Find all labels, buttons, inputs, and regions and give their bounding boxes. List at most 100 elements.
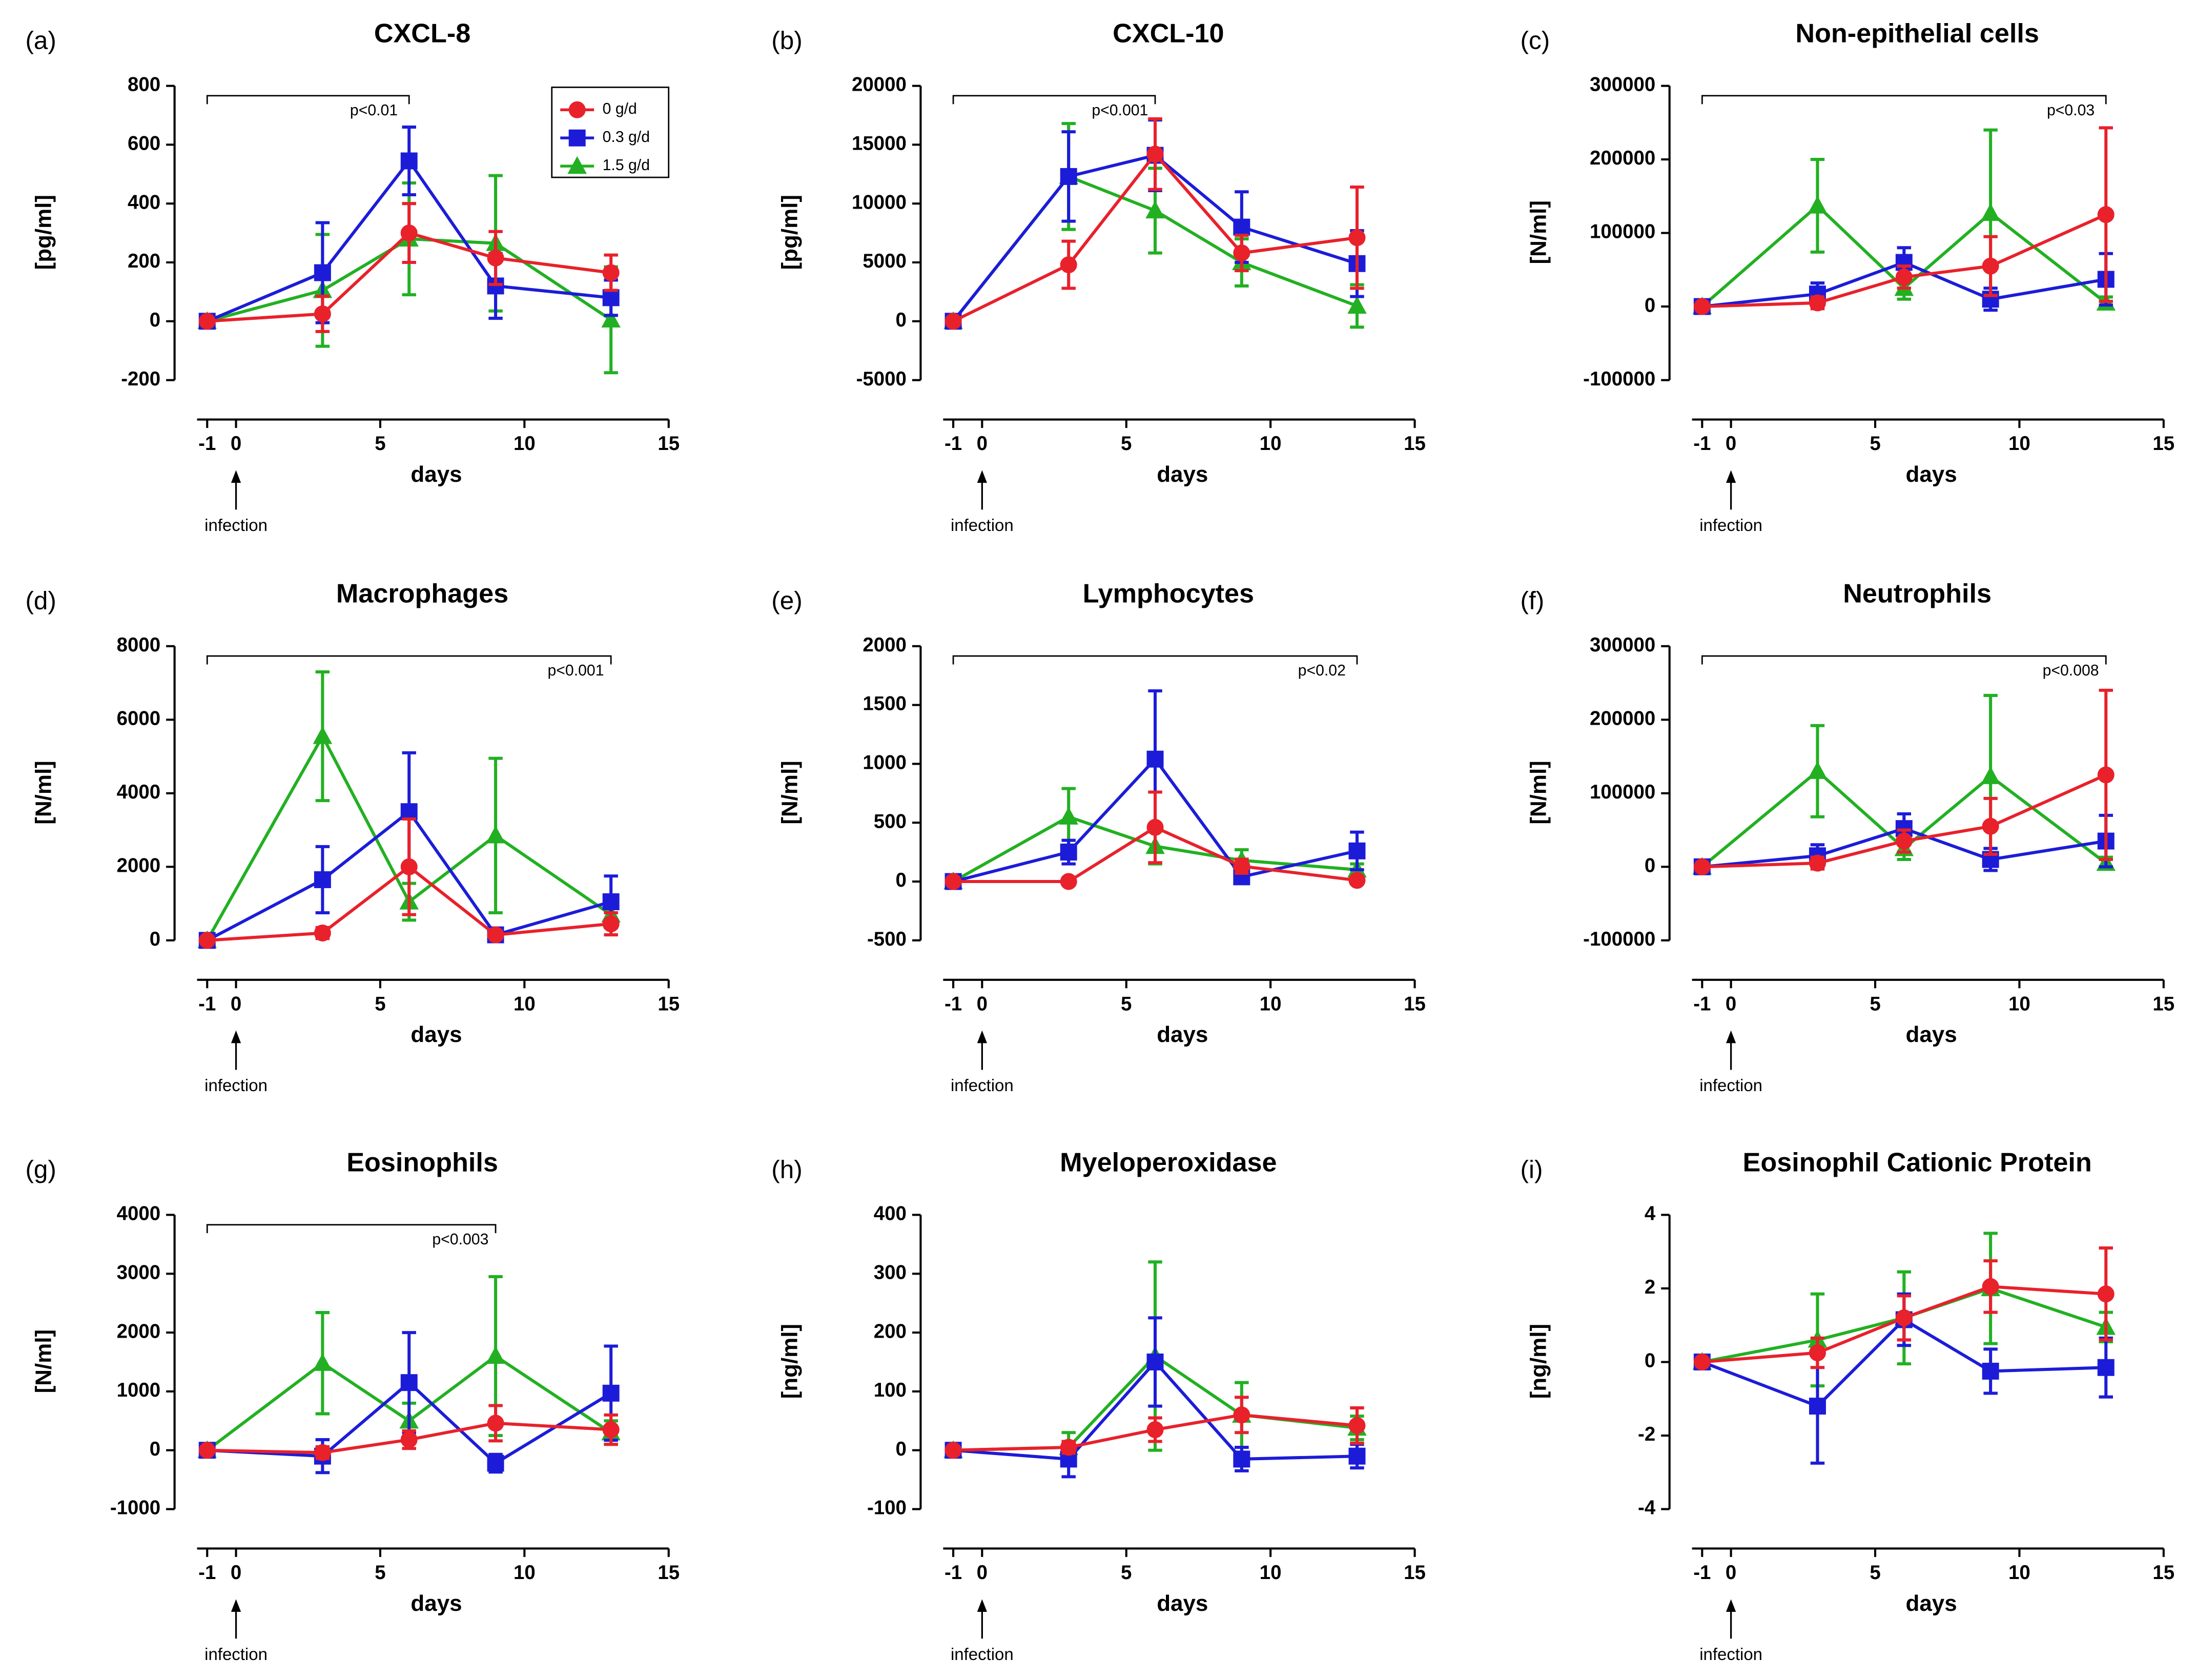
marker: [400, 1374, 418, 1391]
marker: [1060, 1439, 1077, 1456]
marker: [602, 1421, 620, 1439]
chart-title: CXCL-10: [1113, 18, 1224, 48]
panel-label: (b): [771, 26, 802, 54]
x-tick-label: -1: [945, 433, 962, 455]
y-axis-label: [N/ml]: [31, 761, 56, 824]
y-axis-label: [pg/ml]: [31, 195, 56, 270]
arrow-head: [1726, 1030, 1736, 1043]
y-tick-label: -5000: [856, 368, 907, 390]
y-tick-label: 300: [874, 1261, 907, 1283]
x-tick-label: 0: [977, 433, 988, 455]
marker: [1981, 766, 2000, 784]
p-value: p<0.02: [1298, 662, 1346, 679]
p-value: p<0.008: [2043, 662, 2099, 679]
legend-marker: [568, 101, 586, 118]
x-axis-label: days: [1906, 1022, 1957, 1047]
x-tick-label: 10: [514, 993, 536, 1015]
chart-title: Lymphocytes: [1083, 579, 1254, 609]
y-tick-label: 100000: [1590, 221, 1655, 243]
marker: [487, 1454, 504, 1472]
marker: [1233, 218, 1250, 236]
marker: [1982, 257, 1999, 275]
x-tick-label: 15: [2152, 1562, 2174, 1584]
x-tick-label: 0: [231, 993, 241, 1015]
x-tick-label: 0: [1726, 433, 1736, 455]
x-tick-label: 0: [977, 1562, 988, 1584]
y-tick-label: 0: [1645, 854, 1655, 876]
marker: [1693, 858, 1711, 875]
marker: [1693, 1354, 1711, 1370]
y-tick-label: 0: [150, 928, 160, 950]
marker: [2097, 766, 2115, 784]
significance-bracket: [206, 1224, 497, 1234]
x-tick-label: 5: [1870, 993, 1880, 1015]
significance-bracket: [1701, 95, 2107, 105]
x-axis-label: days: [411, 1591, 462, 1616]
marker: [400, 803, 418, 821]
annotation: infection: [1699, 1076, 1762, 1095]
panel: (h) Myeloperoxidase[ng/ml]-10001002003004…: [771, 1148, 1426, 1664]
panel-label: (g): [25, 1155, 56, 1183]
marker: [1060, 168, 1077, 185]
significance-bracket: [952, 655, 1358, 665]
chart-title: Eosinophil Cationic Protein: [1743, 1148, 2092, 1177]
y-tick-label: -500: [867, 928, 907, 950]
marker: [1059, 807, 1078, 825]
marker: [1233, 857, 1250, 875]
y-tick-label: -100000: [1583, 928, 1655, 950]
x-tick-label: 0: [231, 1562, 241, 1584]
x-tick-label: 0: [1726, 1562, 1736, 1584]
marker: [198, 1442, 216, 1459]
y-tick-label: 200000: [1590, 707, 1655, 729]
x-axis-label: days: [1157, 1022, 1208, 1047]
marker: [1809, 294, 1826, 312]
panel-label: (c): [1521, 26, 1550, 54]
chart-title: Non-epithelial cells: [1795, 18, 2039, 48]
y-tick-label: 400: [874, 1203, 907, 1225]
y-tick-label: -4: [1638, 1497, 1656, 1519]
marker: [314, 305, 331, 322]
y-tick-label: 3000: [117, 1261, 161, 1283]
x-tick-label: -1: [198, 1562, 216, 1584]
y-tick-label: 8000: [117, 634, 161, 656]
y-tick-label: 0: [150, 309, 160, 331]
panel: (b) CXCL-10 [pg/ml] -5000 0 5000 10000 15000 200…: [771, 18, 1426, 535]
marker: [314, 925, 331, 941]
y-axis-label: [N/ml]: [31, 1329, 56, 1393]
x-axis-label: days: [1157, 1591, 1208, 1616]
legend-marker: [568, 129, 586, 147]
y-tick-label: 100000: [1590, 781, 1655, 803]
chart-title: Myeloperoxidase: [1060, 1148, 1277, 1177]
panel: (c) Non-epithelial cells[N/ml]-1000000100…: [1521, 18, 2175, 535]
marker: [487, 926, 504, 944]
panel-label: (d): [25, 587, 56, 615]
x-axis-label: days: [1906, 1591, 1957, 1616]
x-tick-label: 0: [231, 433, 241, 455]
y-tick-label: 10000: [852, 191, 907, 213]
y-tick-label: 300000: [1590, 634, 1655, 656]
p-value: p<0.001: [1092, 102, 1148, 119]
x-axis-label: days: [411, 462, 462, 487]
x-tick-label: 10: [514, 1562, 536, 1584]
marker: [487, 1415, 504, 1432]
x-axis-label: days: [1157, 462, 1208, 487]
p-value: p<0.003: [432, 1231, 488, 1248]
marker: [198, 932, 216, 949]
marker: [313, 726, 333, 744]
marker: [945, 313, 962, 330]
x-tick-label: 15: [658, 1562, 680, 1584]
marker: [400, 858, 418, 875]
marker: [314, 264, 331, 281]
marker: [2097, 206, 2115, 223]
annotation: infection: [204, 1076, 268, 1095]
panel: (f) Neutrophils [N/ml] -100000 0 100000 200000…: [1521, 579, 2175, 1095]
marker: [1060, 844, 1077, 861]
y-tick-label: 15000: [852, 133, 907, 155]
x-tick-label: 15: [1404, 433, 1426, 455]
marker: [1348, 842, 1366, 859]
x-tick-label: 15: [1404, 993, 1426, 1015]
significance-bracket: [206, 95, 410, 105]
x-tick-label: 10: [514, 433, 536, 455]
annotation: infection: [204, 516, 268, 535]
